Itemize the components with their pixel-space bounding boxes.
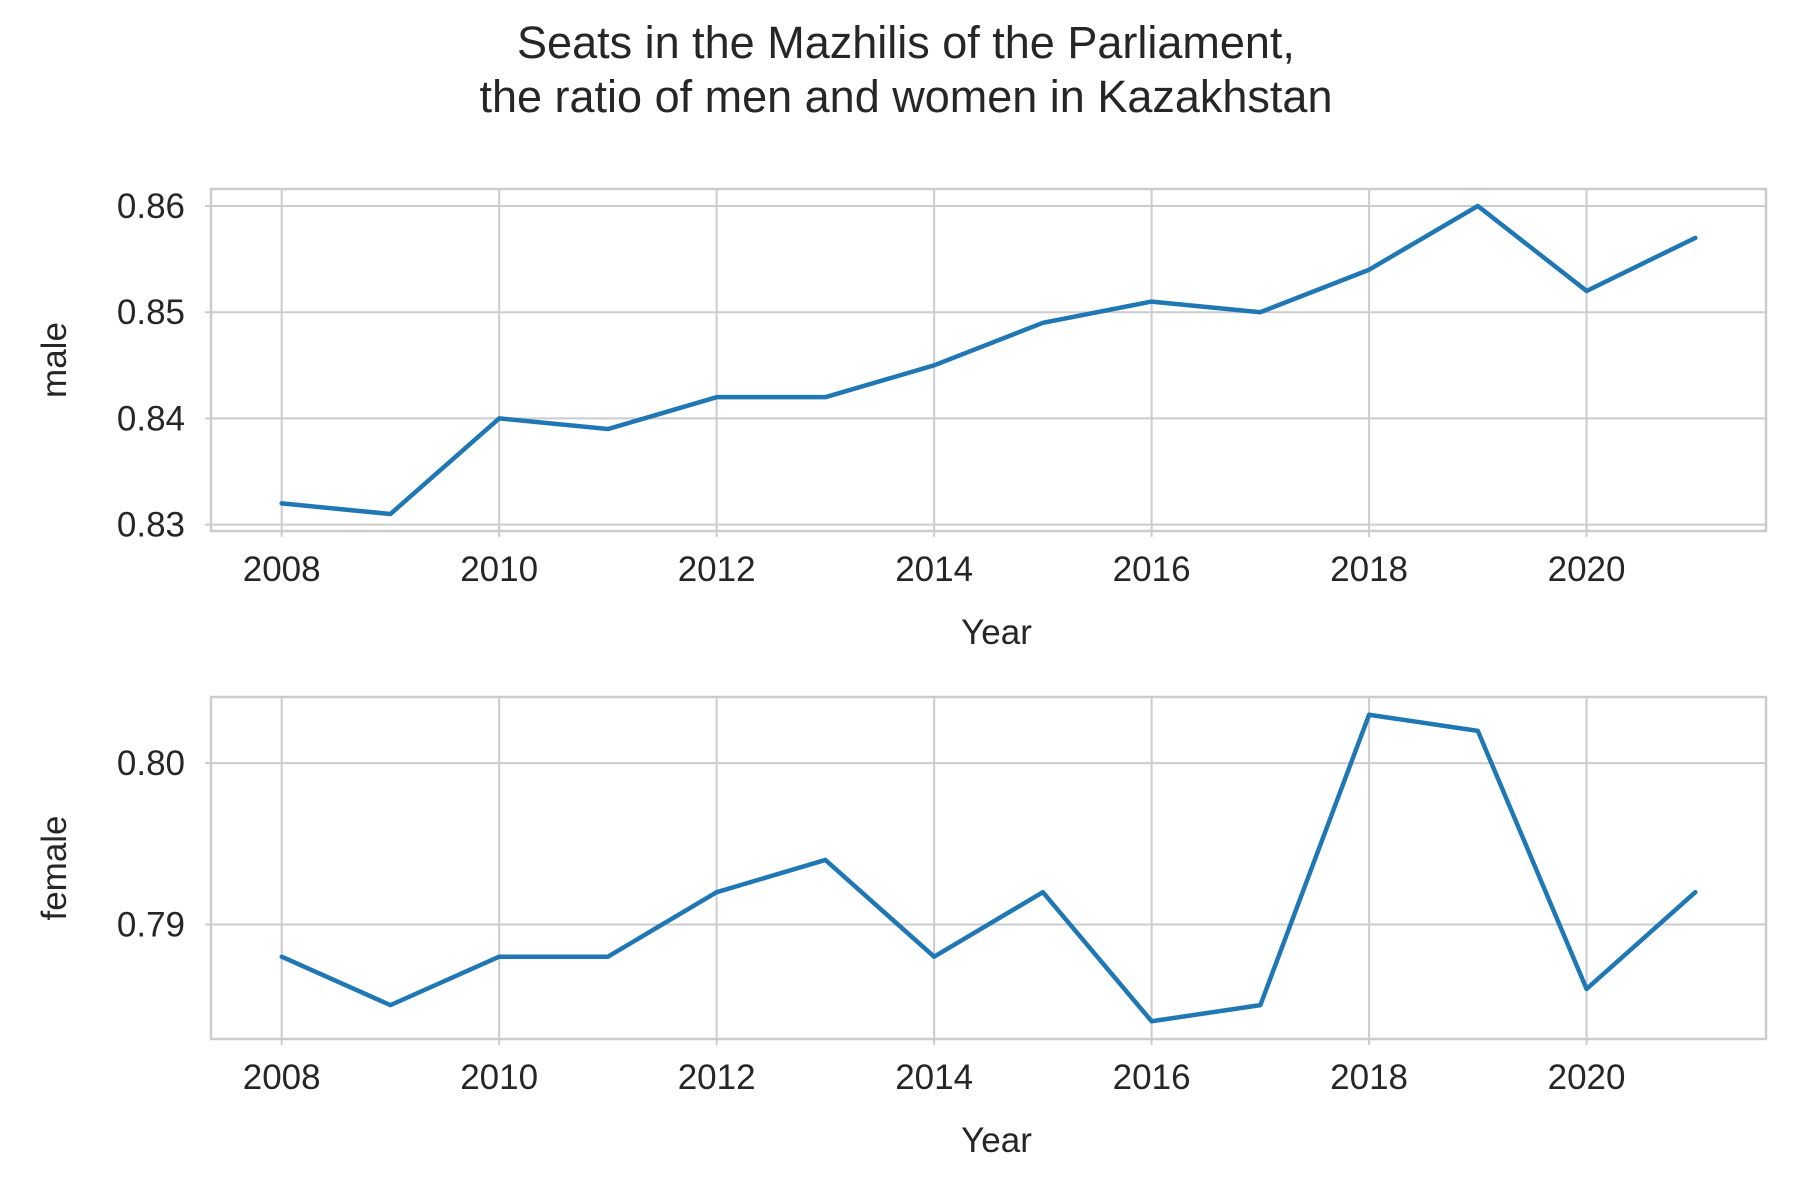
y-tick-label: 0.79 xyxy=(117,905,185,944)
x-axis-label: Year xyxy=(961,1121,1032,1160)
data-point xyxy=(822,857,828,863)
x-tick-label: 2014 xyxy=(895,1058,973,1097)
x-tick-label: 2012 xyxy=(678,550,756,589)
y-tick-label: 0.83 xyxy=(117,506,185,545)
data-point xyxy=(1366,267,1372,273)
data-point xyxy=(1692,235,1698,241)
axes-frame xyxy=(209,695,1768,1041)
x-tick-label: 2010 xyxy=(460,1058,538,1097)
x-tick-label: 2008 xyxy=(243,550,321,589)
male-subplot: 2008 2010 2012 2014 2016 2018 2020 0.83 0.84 0.85… xyxy=(35,187,1768,652)
data-point xyxy=(605,426,611,432)
y-tick-label: 0.86 xyxy=(117,187,185,226)
data-point xyxy=(714,889,720,895)
chart-title-line-1: Seats in the Mazhilis of the Parliament, xyxy=(517,17,1295,68)
data-point xyxy=(1475,203,1481,209)
y-axis-label: male xyxy=(35,322,74,398)
y-axis-label: female xyxy=(35,815,74,920)
x-axis-label: Year xyxy=(961,613,1032,652)
data-point xyxy=(387,1002,393,1008)
data-point xyxy=(1040,320,1046,326)
y-tick-label: 0.85 xyxy=(117,293,185,332)
data-point xyxy=(931,954,937,960)
data-point xyxy=(605,954,611,960)
data-point xyxy=(822,394,828,400)
data-point xyxy=(279,954,285,960)
x-tick-label: 2020 xyxy=(1548,550,1626,589)
data-point xyxy=(496,415,502,421)
x-tick-label: 2016 xyxy=(1113,1058,1191,1097)
x-tick-label: 2014 xyxy=(895,550,973,589)
data-point xyxy=(496,954,502,960)
x-tick-label: 2012 xyxy=(678,1058,756,1097)
data-point xyxy=(1149,1018,1155,1024)
y-tick-label: 0.84 xyxy=(117,399,185,438)
data-point xyxy=(387,511,393,517)
female-subplot: 2008 2010 2012 2014 2016 2018 2020 0.79 0.80 Year… xyxy=(35,695,1768,1160)
data-point xyxy=(1584,986,1590,992)
x-tick-label: 2020 xyxy=(1548,1058,1626,1097)
data-point xyxy=(714,394,720,400)
data-point xyxy=(1149,299,1155,305)
x-tick-label: 2018 xyxy=(1330,550,1408,589)
data-point xyxy=(1692,889,1698,895)
data-point xyxy=(1475,728,1481,734)
data-point xyxy=(1257,309,1263,315)
data-point xyxy=(1366,712,1372,718)
x-tick-label: 2016 xyxy=(1113,550,1191,589)
chart-title-line-2: the ratio of men and women in Kazakhstan xyxy=(479,71,1332,122)
data-point xyxy=(1040,889,1046,895)
x-tick-label: 2008 xyxy=(243,1058,321,1097)
x-tick-label: 2018 xyxy=(1330,1058,1408,1097)
y-tick-label: 0.80 xyxy=(117,744,185,783)
data-point xyxy=(931,362,937,368)
data-point xyxy=(279,500,285,506)
x-tick-label: 2010 xyxy=(460,550,538,589)
data-point xyxy=(1257,1002,1263,1008)
female-series-line xyxy=(279,712,1698,1024)
data-point xyxy=(1584,288,1590,294)
axes-frame xyxy=(209,187,1768,533)
male-series-line xyxy=(279,203,1698,517)
